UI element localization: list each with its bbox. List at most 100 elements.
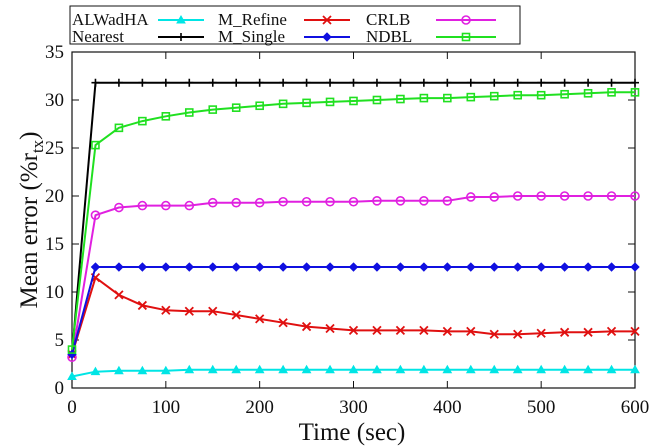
data-point <box>512 364 523 374</box>
data-point <box>396 94 405 104</box>
data-point <box>489 192 500 202</box>
data-point <box>395 262 406 272</box>
data-point <box>559 364 570 374</box>
data-point <box>161 78 170 87</box>
x-axis-title: Time (sec) <box>299 419 406 446</box>
data-point <box>184 306 194 316</box>
data-point <box>372 95 382 105</box>
x-tick-label: 0 <box>67 397 77 418</box>
data-point <box>372 364 382 374</box>
data-point <box>372 78 381 87</box>
data-point <box>207 364 218 374</box>
data-point <box>466 92 476 102</box>
data-point <box>325 364 335 374</box>
data-point <box>348 196 359 207</box>
data-point <box>443 78 452 87</box>
data-point <box>537 78 546 87</box>
data-point <box>372 196 382 206</box>
series-line <box>71 195 635 358</box>
data-point <box>90 366 101 376</box>
data-point <box>185 78 194 87</box>
legend-label: CRLB <box>366 10 410 29</box>
data-point <box>466 326 476 336</box>
series-m-refine <box>67 272 640 360</box>
data-point <box>606 262 617 272</box>
data-point <box>208 105 218 114</box>
data-point <box>419 262 429 272</box>
series-group <box>67 78 640 380</box>
y-tick-label: 35 <box>45 42 64 63</box>
legend-item: CRLB <box>366 10 496 29</box>
data-point <box>630 364 640 374</box>
data-point <box>278 262 288 272</box>
data-point <box>372 262 382 272</box>
data-point <box>161 112 171 121</box>
data-point <box>302 98 311 108</box>
data-point <box>536 364 547 374</box>
plot-frame <box>71 51 636 389</box>
data-point <box>419 364 429 374</box>
data-point <box>583 364 593 374</box>
data-point <box>606 326 617 336</box>
data-point <box>490 78 499 87</box>
data-point <box>630 326 640 336</box>
data-point <box>231 262 241 272</box>
data-point <box>301 262 312 272</box>
data-point <box>231 310 241 320</box>
data-point <box>465 364 476 374</box>
legend-item: M_Single <box>218 27 350 46</box>
y-axis-title-close: ) <box>16 131 43 139</box>
data-point <box>536 328 546 338</box>
series-crlb <box>67 191 640 363</box>
legend-item: ALWadHA <box>72 10 204 29</box>
x-tick-label: 500 <box>527 397 556 418</box>
data-point <box>208 262 218 272</box>
y-tick-label: 15 <box>45 234 64 255</box>
data-point <box>67 371 77 380</box>
series-m-single <box>67 262 640 360</box>
data-point <box>349 78 358 87</box>
data-point <box>254 262 265 272</box>
data-point <box>207 197 218 208</box>
data-point <box>114 202 124 213</box>
data-point <box>489 91 499 101</box>
data-point <box>137 300 148 311</box>
data-point <box>395 196 406 206</box>
data-point <box>138 78 147 87</box>
legend-label: NDBL <box>366 27 412 46</box>
data-point <box>630 262 640 272</box>
data-point <box>326 78 335 87</box>
data-point <box>512 191 523 201</box>
data-point <box>583 191 593 201</box>
data-point <box>184 200 195 211</box>
legend-swatch-marker <box>322 15 332 25</box>
series-alwadha <box>67 364 640 380</box>
data-point <box>255 78 264 87</box>
data-point <box>631 78 639 87</box>
data-point <box>583 262 593 272</box>
data-point <box>302 78 311 87</box>
data-point <box>160 365 171 375</box>
data-point <box>606 191 617 201</box>
data-point <box>630 88 640 97</box>
data-point <box>301 364 312 374</box>
data-point <box>325 97 335 107</box>
x-tick-label: 100 <box>152 397 181 418</box>
data-point <box>466 262 476 272</box>
series-nearest <box>68 78 639 359</box>
data-point <box>91 78 100 87</box>
data-point <box>114 78 123 87</box>
axis-ticks: 0 100 200 300 400 500 600 0 5 10 15 20 25 30 35 <box>45 42 649 418</box>
data-point <box>372 325 382 336</box>
data-point <box>184 108 194 117</box>
data-point <box>395 364 406 374</box>
data-point <box>536 191 546 201</box>
data-point <box>278 364 288 374</box>
data-point <box>583 88 593 98</box>
data-point <box>138 116 147 126</box>
data-point <box>489 329 499 339</box>
data-point <box>278 99 288 109</box>
legend-swatch-marker <box>461 32 471 42</box>
data-point <box>278 318 288 328</box>
data-point <box>301 196 312 207</box>
